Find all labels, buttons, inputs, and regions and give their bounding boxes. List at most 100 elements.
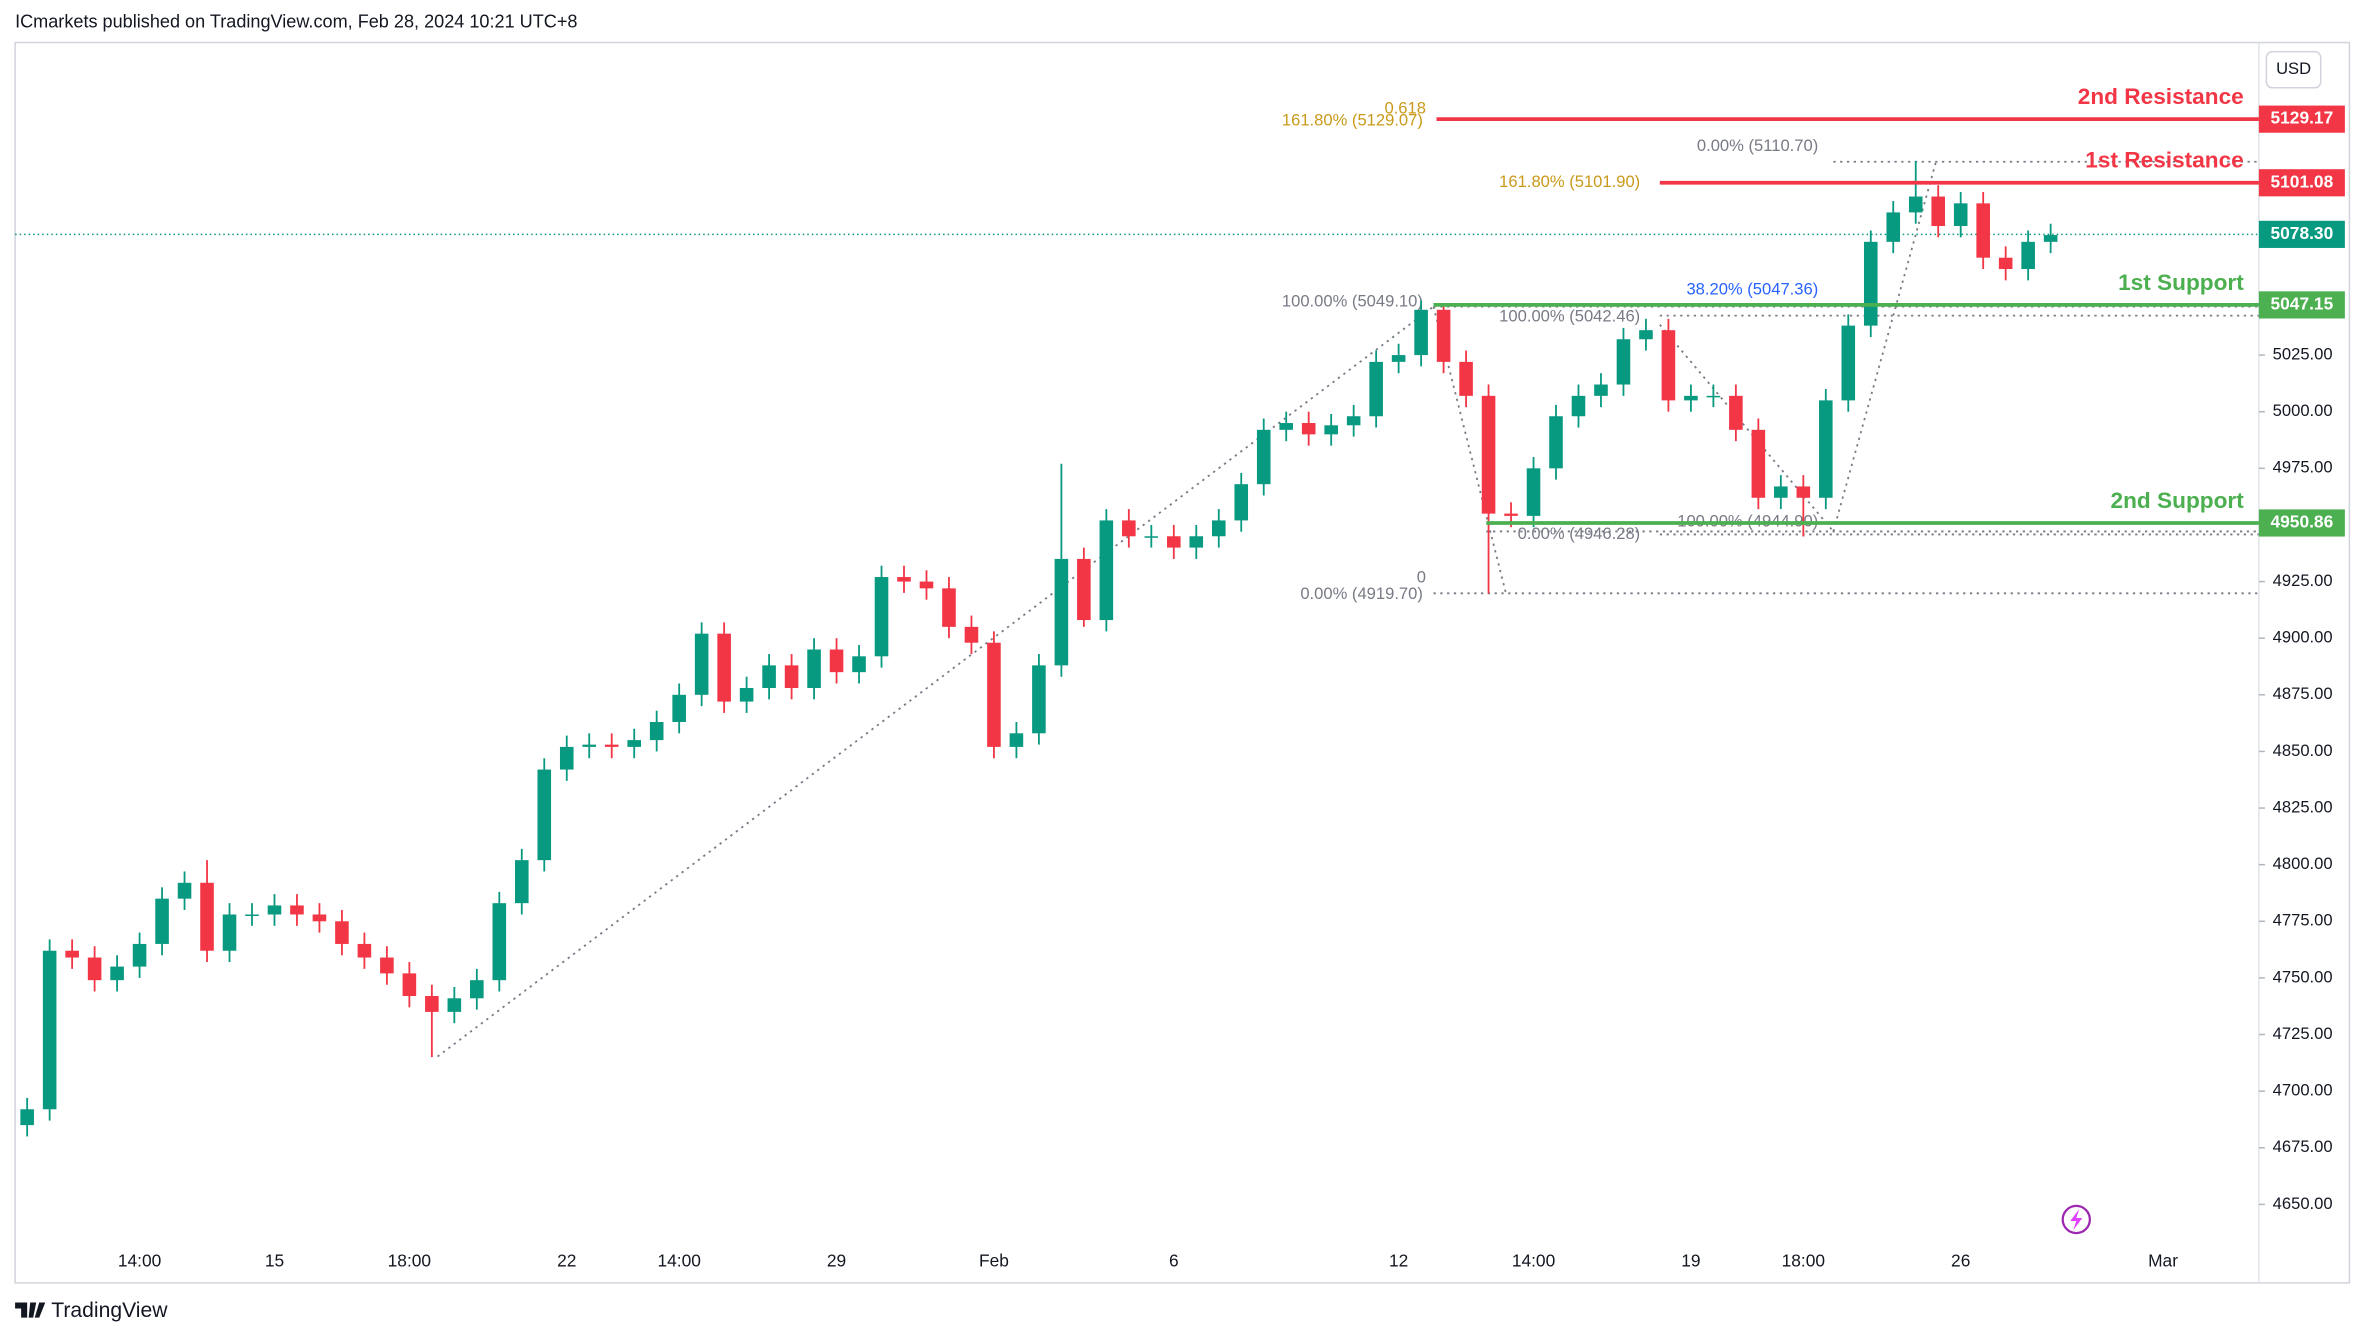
candle-body [1908,196,1923,213]
candle-body [897,577,911,582]
price-tag [2258,105,2345,133]
candle-body [110,966,124,981]
candle-body [65,950,79,958]
candle-body [1594,384,1608,396]
candle-body [1571,395,1586,417]
candle-body [1077,558,1091,621]
fib-label: 161.80% (5101.90) [1499,172,1640,191]
y-tick-label: 4650.00 [2273,1194,2333,1213]
candle-body [1796,486,1811,498]
candle-body [1122,520,1136,537]
candle-body [492,903,507,981]
candle-body [267,905,282,915]
y-tick-label: 4675.00 [2273,1137,2333,1156]
candle-body [762,665,776,689]
candle-body [1391,355,1406,362]
y-tick-label: 4700.00 [2273,1081,2333,1100]
candle-body [42,950,57,1110]
candle-body [1976,203,1990,258]
price-tag [2258,509,2345,537]
fib-label: 161.80% (5129.07) [1282,110,1423,129]
candle-body [627,740,641,747]
x-tick-label: 15 [265,1250,284,1270]
fib-label: 100.00% (5042.46) [1499,307,1640,326]
candle-body [717,633,731,702]
candle-body [1706,395,1721,398]
candle-body [1886,212,1901,242]
y-tick-label: 5000.00 [2273,401,2333,420]
fib-label: 0.618 [1384,98,1426,117]
x-tick-label: 14:00 [1512,1250,1555,1270]
y-tick-label: 4925.00 [2273,571,2333,590]
candle-body [1167,536,1181,548]
candle-body [1436,309,1451,362]
candle-body [1639,330,1653,340]
fib-label: 0.00% (4919.70) [1300,584,1423,603]
x-tick-label: 26 [1951,1250,1970,1270]
level-name: 2nd Resistance [2078,84,2244,109]
x-tick-label: Mar [2148,1250,2178,1270]
x-tick-label: 19 [1681,1250,1700,1270]
logo [15,1302,46,1318]
candle-body [1729,395,1743,430]
x-tick-label: 14:00 [657,1250,700,1270]
candle-body [1234,484,1249,521]
candle-body [1032,665,1046,734]
y-tick-label: 4750.00 [2273,967,2333,986]
candle-body [200,882,214,951]
candle-body [1189,536,1204,548]
candle-body [1099,520,1114,621]
x-tick-label: 6 [1169,1250,1179,1270]
candle-body [1481,395,1496,514]
currency[interactable]: USD [2276,59,2311,78]
candle-body [559,746,574,770]
candle-body [694,633,709,695]
candle-body [2043,235,2058,242]
x-tick-label: 29 [827,1250,846,1270]
candle-body [942,588,956,627]
y-tick-label: 4900.00 [2273,628,2333,647]
candle-body [222,914,237,951]
price-tag-label: 4950.86 [2271,512,2334,532]
candle-body [807,649,821,689]
candle-body [1256,429,1271,485]
candle-body [852,656,866,673]
candle-body [1684,395,1698,401]
candle-body [1863,241,1878,326]
price-tag-label: 5047.15 [2271,293,2334,313]
currency-button[interactable] [2265,50,2322,89]
candle-body [1549,416,1563,469]
candle-body [1661,330,1676,401]
candle-body [1998,257,2013,270]
candle-body [582,744,597,747]
candle-body [312,914,327,922]
candle-body [1504,513,1518,516]
candle-body [2021,241,2035,270]
x-tick-label: 12 [1389,1250,1408,1270]
candle-body [739,688,754,702]
candle-body [1211,520,1226,537]
candle-body [380,957,394,974]
candle-body [425,996,439,1012]
x-tick-label: 22 [557,1250,576,1270]
y-tick-label: 4850.00 [2273,741,2333,760]
x-tick-label: 14:00 [118,1250,161,1270]
x-tick-label: Feb [979,1250,1009,1270]
x-tick-label: 18:00 [1782,1250,1825,1270]
candle-body [1526,468,1541,516]
price-tag-label: 5129.17 [2271,108,2334,128]
y-tick-label: 4800.00 [2273,854,2333,873]
candle-body [1953,203,1968,226]
candle-body [1369,361,1383,417]
x-tick-label: 18:00 [388,1250,431,1270]
y-tick-label: 4775.00 [2273,911,2333,930]
candle-body [1054,558,1069,666]
candle-body [155,898,169,944]
candle-body [874,577,889,657]
candle-body [402,973,417,997]
candle-body [290,905,304,915]
candle-body [447,998,462,1012]
